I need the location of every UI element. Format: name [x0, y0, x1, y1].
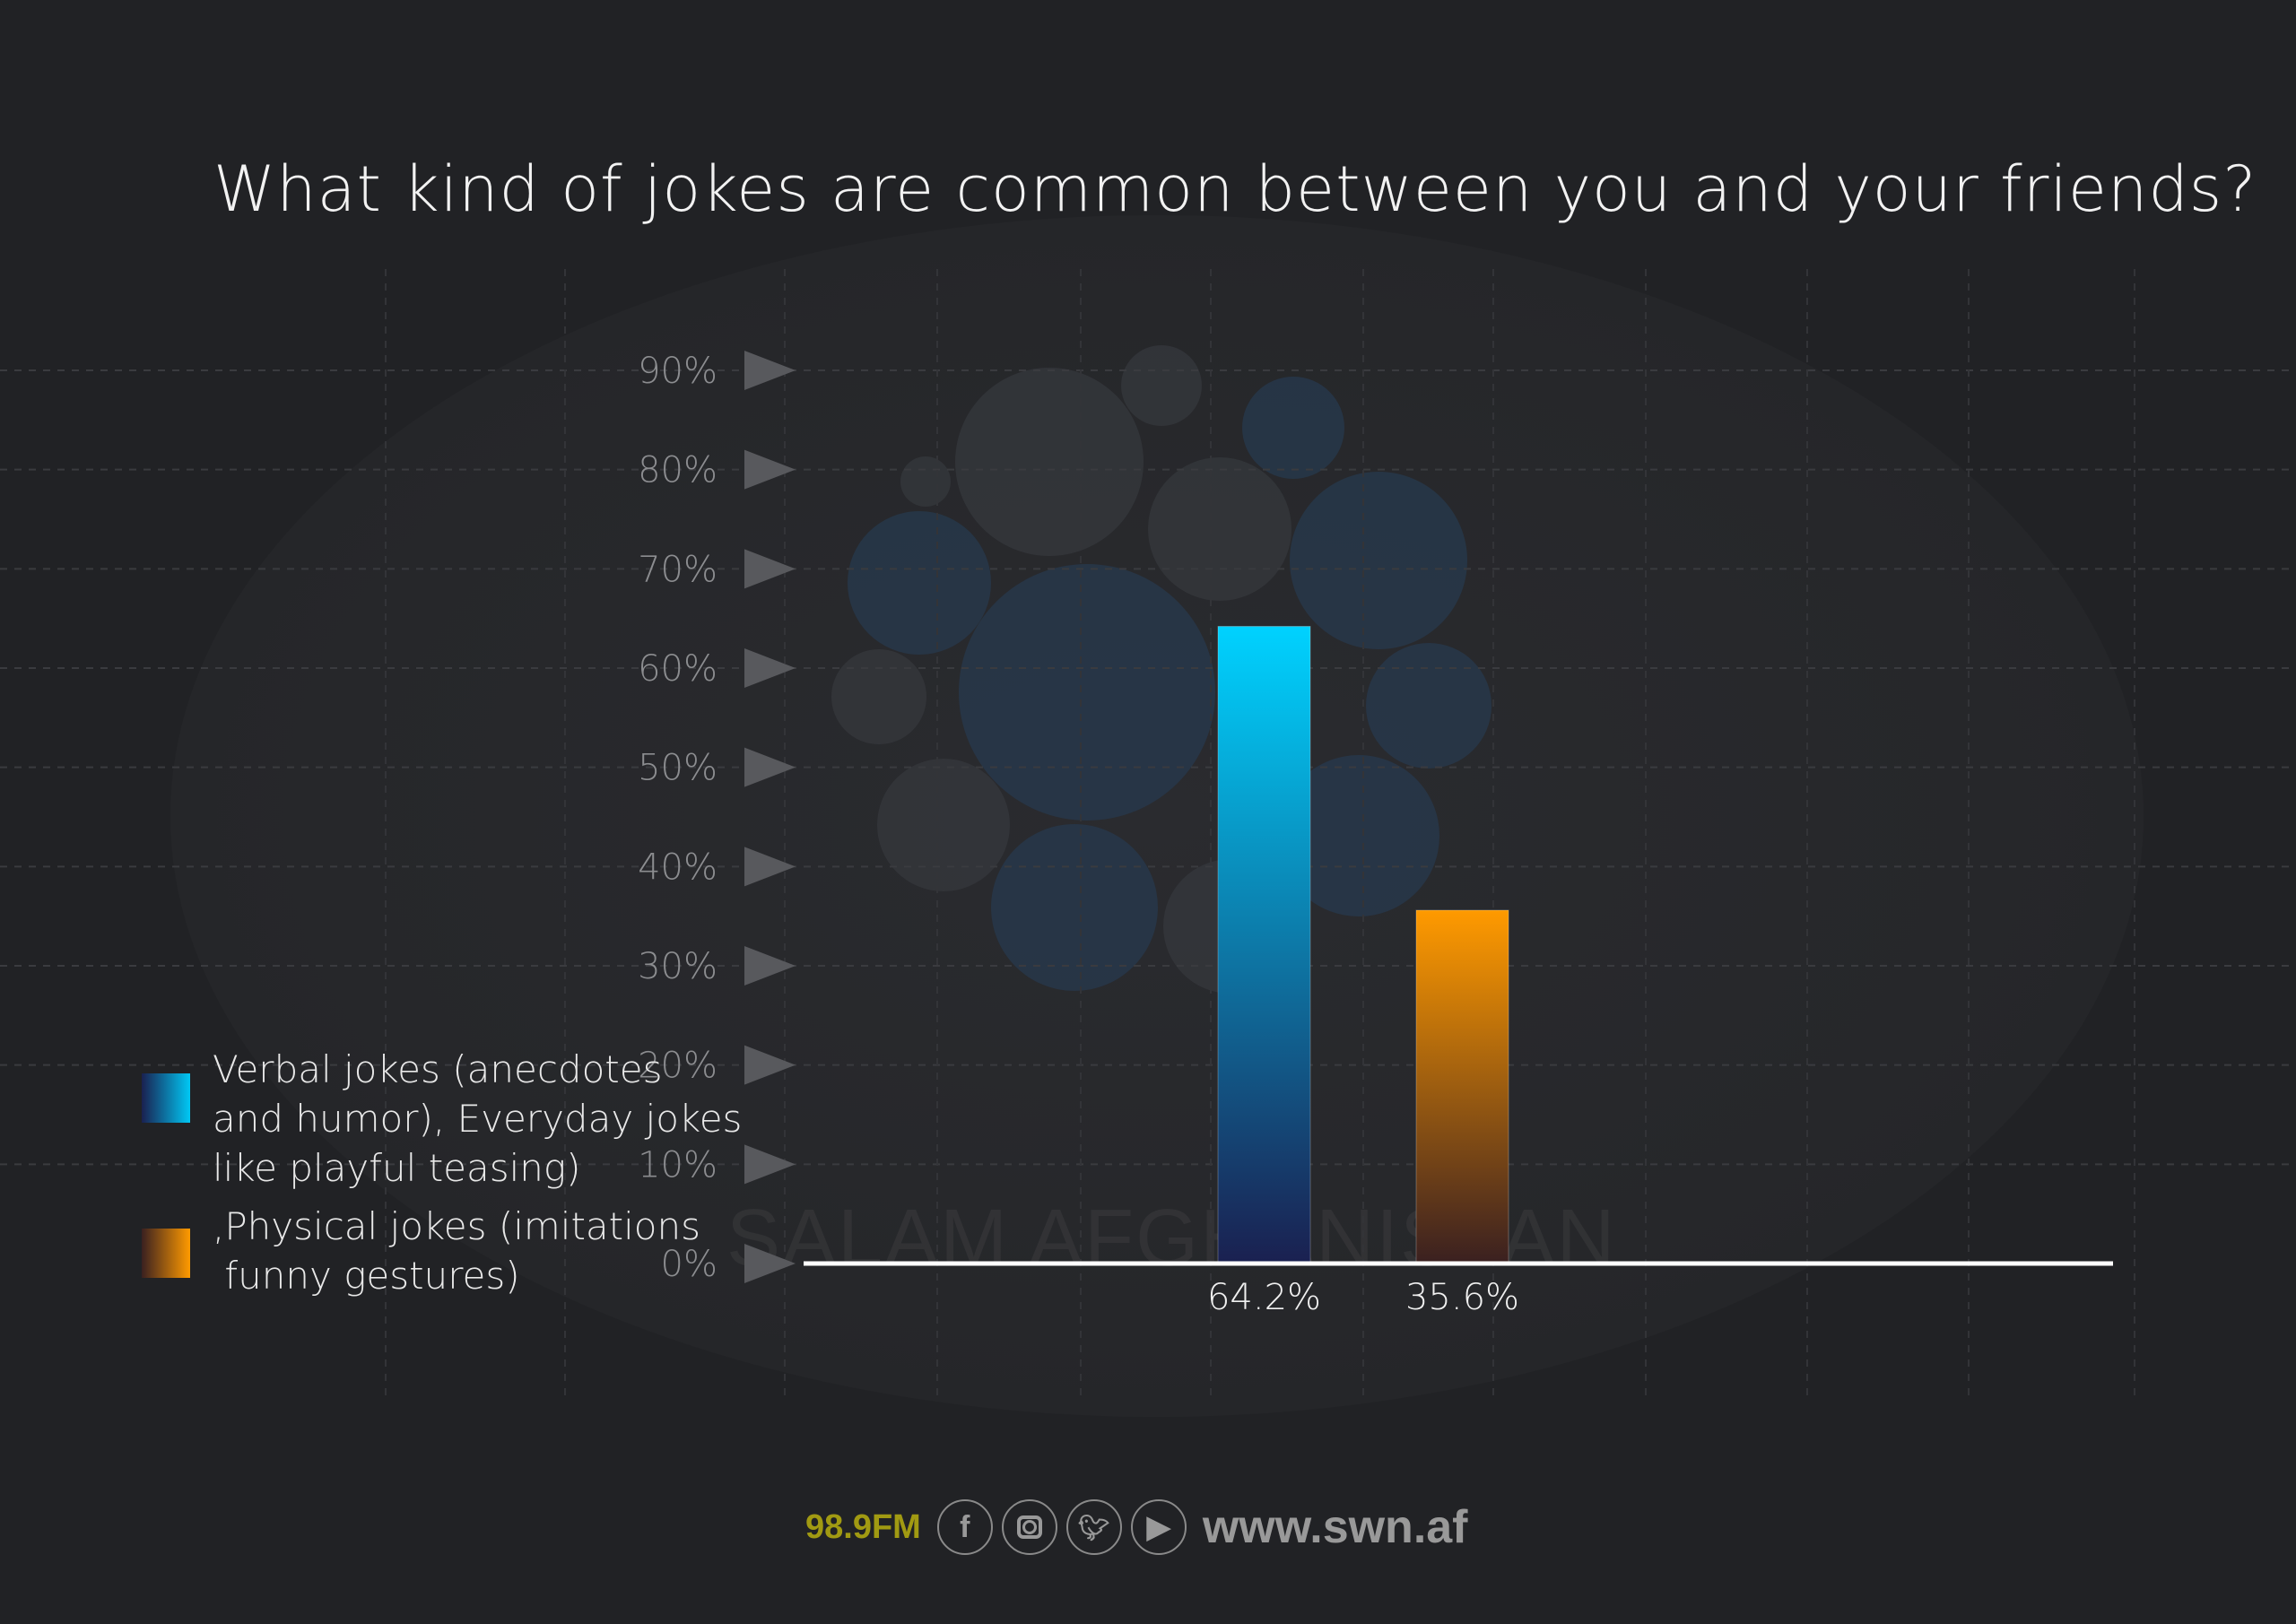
y-tick-label: 80%	[638, 450, 718, 491]
y-tick-arrow	[744, 1144, 796, 1185]
play-icon[interactable]: ▶	[1130, 1499, 1187, 1555]
instagram-icon[interactable]	[1001, 1499, 1057, 1555]
bubble	[1242, 377, 1344, 479]
y-tick-label: 40%	[638, 847, 718, 888]
bubble	[955, 368, 1144, 556]
legend-label: ,Physical jokes (imitations funny gestur…	[213, 1204, 700, 1298]
y-tick-arrow	[744, 351, 796, 390]
bubble	[1366, 643, 1492, 769]
bubble	[1278, 755, 1439, 916]
footer: 98.9FM f 🐦︎ ▶ www.swn.af	[805, 1499, 1468, 1555]
y-tick-arrow	[744, 648, 796, 688]
bar-1	[1415, 909, 1509, 1264]
y-tick-label: 70%	[638, 549, 718, 590]
bubble	[1121, 345, 1202, 426]
legend-item-verbal: Verbal jokes (anecdotes and humor), Ever…	[142, 1045, 742, 1193]
y-axis: 0% 10% 20% 30% 40% 50% 60% 70% 80% 90%	[638, 351, 796, 1285]
grid	[0, 269, 2296, 1399]
bubble	[877, 759, 1010, 891]
legend-swatch-blue	[142, 1073, 190, 1123]
decorative-bubbles	[831, 345, 1492, 994]
y-tick-arrow	[744, 1045, 796, 1085]
legend-label: Verbal jokes (anecdotes and humor), Ever…	[213, 1047, 743, 1190]
y-tick-label: 0%	[661, 1244, 718, 1285]
bubble	[1148, 457, 1292, 601]
legend-swatch-orange	[142, 1229, 190, 1278]
y-tick-arrow	[744, 847, 796, 887]
facebook-icon[interactable]: f	[936, 1499, 993, 1555]
website-link[interactable]: www.swn.af	[1202, 1501, 1468, 1553]
y-tick-label: 30%	[638, 946, 718, 987]
y-tick-arrow	[744, 1244, 796, 1283]
bar-value-label: 35.6%	[1405, 1277, 1519, 1318]
bubble	[831, 649, 926, 744]
twitter-icon[interactable]: 🐦︎	[1065, 1499, 1122, 1555]
bubble	[848, 511, 991, 655]
y-tick-label: 50%	[638, 748, 718, 789]
y-tick-arrow	[744, 946, 796, 986]
bars: 64.2% 35.6%	[1207, 626, 1519, 1318]
bar-value-label: 64.2%	[1207, 1277, 1321, 1318]
y-tick-arrow	[744, 549, 796, 589]
y-tick-label: 60%	[638, 648, 718, 690]
bubble	[959, 564, 1215, 821]
bubble	[1290, 472, 1467, 649]
y-tick-label: 20%	[638, 1046, 718, 1087]
y-tick-arrow	[744, 449, 796, 490]
bar-0	[1217, 626, 1311, 1264]
bubble	[900, 456, 951, 507]
y-tick-arrow	[744, 747, 796, 787]
legend-item-physical: ,Physical jokes (imitations funny gestur…	[142, 1202, 700, 1300]
bubble	[991, 824, 1158, 991]
y-tick-label: 90%	[638, 351, 718, 392]
y-tick-label: 10%	[638, 1144, 718, 1185]
radio-frequency: 98.9FM	[805, 1507, 921, 1546]
chart-title: What kind of jokes are common between yo…	[213, 152, 2257, 226]
